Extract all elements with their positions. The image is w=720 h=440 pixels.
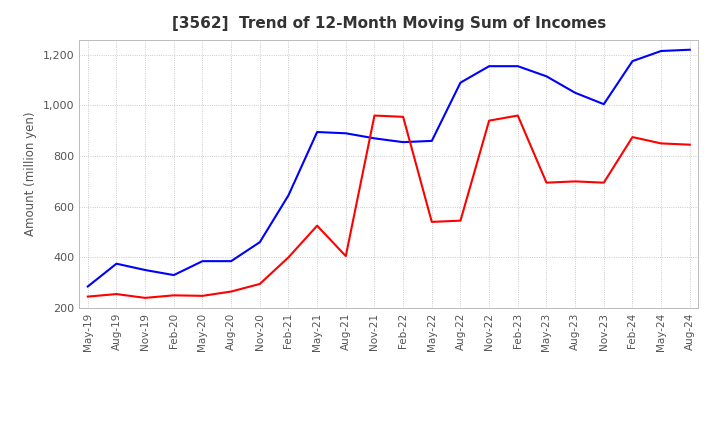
Net Income	[513, 113, 522, 118]
Ordinary Income	[571, 90, 580, 95]
Net Income	[256, 281, 264, 286]
Net Income	[571, 179, 580, 184]
Ordinary Income	[312, 129, 321, 135]
Ordinary Income	[485, 63, 493, 69]
Ordinary Income	[198, 259, 207, 264]
Net Income	[141, 295, 150, 301]
Net Income	[456, 218, 465, 223]
Ordinary Income	[399, 139, 408, 145]
Ordinary Income	[685, 47, 694, 52]
Net Income	[169, 293, 178, 298]
Ordinary Income	[513, 63, 522, 69]
Ordinary Income	[256, 239, 264, 245]
Net Income	[542, 180, 551, 185]
Net Income	[341, 253, 350, 259]
Ordinary Income	[370, 136, 379, 141]
Ordinary Income	[657, 48, 665, 54]
Ordinary Income	[341, 131, 350, 136]
Net Income	[428, 219, 436, 224]
Net Income	[84, 294, 92, 299]
Net Income	[312, 223, 321, 228]
Ordinary Income	[600, 102, 608, 107]
Line: Net Income: Net Income	[88, 116, 690, 298]
Net Income	[628, 135, 636, 140]
Y-axis label: Amount (million yen): Amount (million yen)	[24, 112, 37, 236]
Ordinary Income	[84, 284, 92, 289]
Ordinary Income	[227, 259, 235, 264]
Net Income	[485, 118, 493, 123]
Net Income	[657, 141, 665, 146]
Ordinary Income	[141, 268, 150, 273]
Net Income	[685, 142, 694, 147]
Net Income	[227, 289, 235, 294]
Net Income	[600, 180, 608, 185]
Ordinary Income	[542, 73, 551, 79]
Ordinary Income	[284, 193, 293, 198]
Net Income	[284, 255, 293, 260]
Ordinary Income	[169, 272, 178, 278]
Ordinary Income	[628, 59, 636, 64]
Ordinary Income	[456, 80, 465, 85]
Net Income	[112, 291, 121, 297]
Title: [3562]  Trend of 12-Month Moving Sum of Incomes: [3562] Trend of 12-Month Moving Sum of I…	[171, 16, 606, 32]
Net Income	[198, 293, 207, 298]
Ordinary Income	[428, 138, 436, 143]
Net Income	[399, 114, 408, 120]
Ordinary Income	[112, 261, 121, 266]
Net Income	[370, 113, 379, 118]
Line: Ordinary Income: Ordinary Income	[88, 50, 690, 286]
